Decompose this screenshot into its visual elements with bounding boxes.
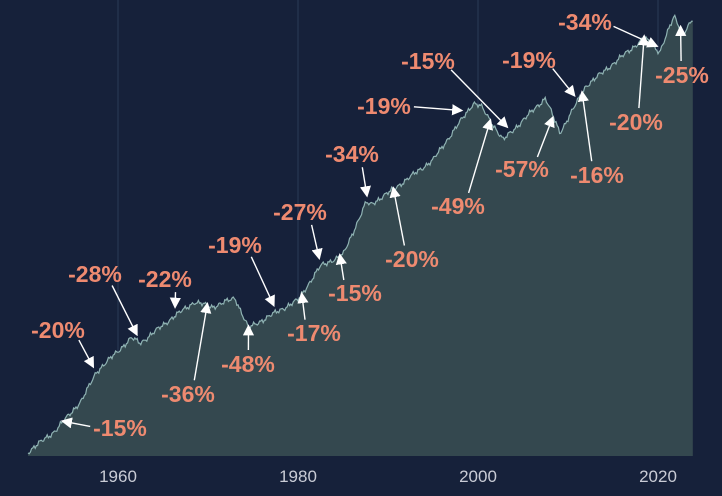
annotation-arrow: [577, 90, 593, 162]
annotation-label: -22%: [138, 266, 192, 292]
x-tick-label: 2000: [459, 467, 497, 486]
annotation-label: -28%: [68, 261, 122, 287]
annotation-label: -20%: [31, 317, 85, 343]
annotation-label: -19%: [502, 47, 556, 73]
annotation-label: -15%: [328, 280, 382, 306]
annotation-arrow: [193, 301, 212, 381]
annotation-label: -17%: [287, 320, 341, 346]
index-area: [28, 15, 693, 457]
annotation-arrow: [450, 69, 509, 129]
annotation-arrow: [467, 118, 494, 194]
x-axis-ticks: 1960 1980 2000 2020: [99, 467, 677, 486]
annotation-arrows: [60, 24, 687, 429]
annotation-label: -27%: [273, 199, 327, 225]
annotation-labels: -15%-20%-28% -22%-36%-19%-48%-27%-17%-15%…: [31, 9, 709, 441]
annotation-arrow: [613, 25, 659, 48]
annotation-arrow: [78, 339, 95, 369]
annotation-label: -20%: [609, 109, 663, 135]
annotation-arrow: [536, 115, 555, 158]
annotation-arrow: [359, 167, 371, 198]
annotation-label: -57%: [495, 156, 549, 182]
x-tick-label: 1980: [279, 467, 317, 486]
annotation-arrow: [413, 104, 464, 116]
annotation-label: -19%: [208, 232, 262, 258]
annotation-label: -36%: [161, 381, 215, 407]
annotation-label: -16%: [570, 162, 624, 188]
x-tick-label: 2020: [639, 467, 677, 486]
annotation-arrow: [335, 253, 347, 281]
annotation-arrow: [675, 24, 687, 62]
annotation-label: -49%: [431, 193, 485, 219]
annotation-label: -25%: [655, 62, 709, 88]
annotation-arrow: [310, 224, 323, 261]
annotation-label: -34%: [558, 9, 612, 35]
annotation-label: -15%: [93, 415, 147, 441]
annotation-label: -19%: [357, 93, 411, 119]
annotation-label: -15%: [401, 48, 455, 74]
annotation-arrow: [111, 285, 138, 337]
annotation-arrow: [60, 417, 91, 429]
annotation-label: -48%: [221, 351, 275, 377]
annotation-label: -20%: [385, 246, 439, 272]
annotation-arrow: [389, 186, 406, 246]
annotation-label: -34%: [325, 141, 379, 167]
annotation-arrow: [250, 256, 275, 307]
annotation-arrow: [637, 34, 650, 109]
x-tick-label: 1960: [99, 467, 137, 486]
annotation-arrow: [297, 291, 309, 320]
annotation-arrow: [552, 68, 576, 97]
